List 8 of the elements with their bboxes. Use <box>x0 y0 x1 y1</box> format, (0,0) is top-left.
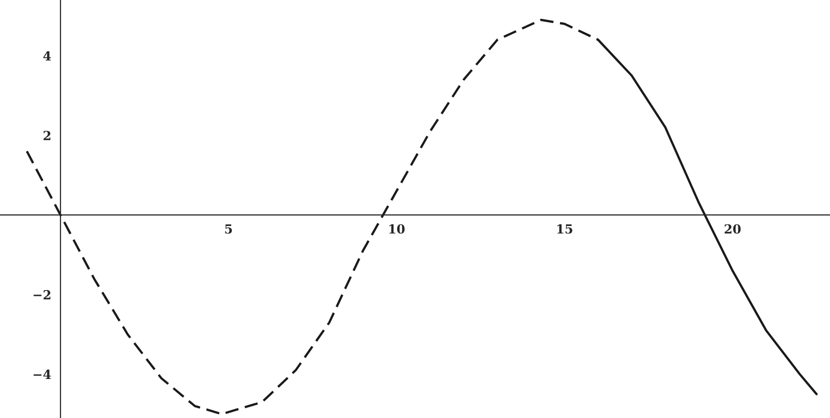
y-tick-label: −4 <box>34 370 51 379</box>
y-tick-label: 4 <box>43 51 51 60</box>
x-tick-label: 10 <box>389 224 405 234</box>
x-tick-label: 20 <box>724 224 741 234</box>
y-tick-label: 2 <box>44 130 50 140</box>
x-tick-label: 5 <box>225 224 232 234</box>
x-tick-label: 15 <box>557 224 572 234</box>
y-tick-label: −2 <box>34 290 50 300</box>
